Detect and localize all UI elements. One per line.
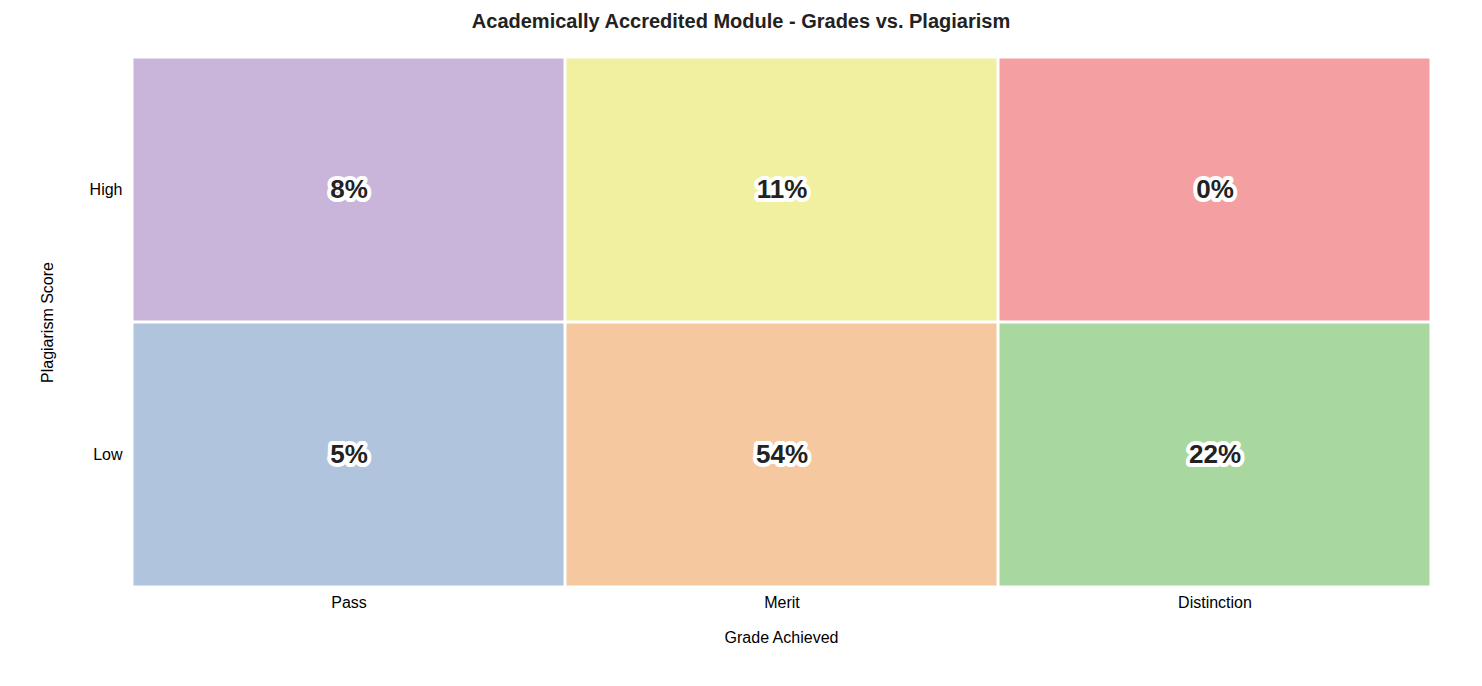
html-text:Academically Accredited Module: Academically Accredited Module - Grades … [471,10,1011,32]
svg-text:Plagiarism Score: Plagiarism Score [39,262,56,383]
svg-text:Pass: Pass [331,594,367,611]
svg-text:5%: 5% [330,439,368,469]
svg-text:11%: 11% [757,174,808,204]
svg-text:22%: 22% [1189,439,1241,469]
svg-text:8%: 8% [330,174,368,204]
svg-text:Grade Achieved: Grade Achieved [725,629,839,646]
svg-text:0%: 0% [1196,174,1234,204]
svg-text:High: High [90,181,123,198]
svg-text:Merit: Merit [764,594,800,611]
svg-text:54%: 54% [756,439,808,469]
svg-text:Low: Low [93,446,123,463]
svg-text:Distinction: Distinction [1178,594,1252,611]
